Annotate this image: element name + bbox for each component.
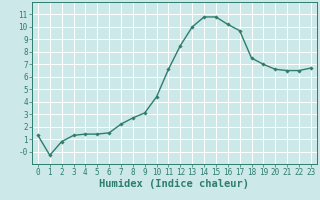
X-axis label: Humidex (Indice chaleur): Humidex (Indice chaleur) [100, 179, 249, 189]
